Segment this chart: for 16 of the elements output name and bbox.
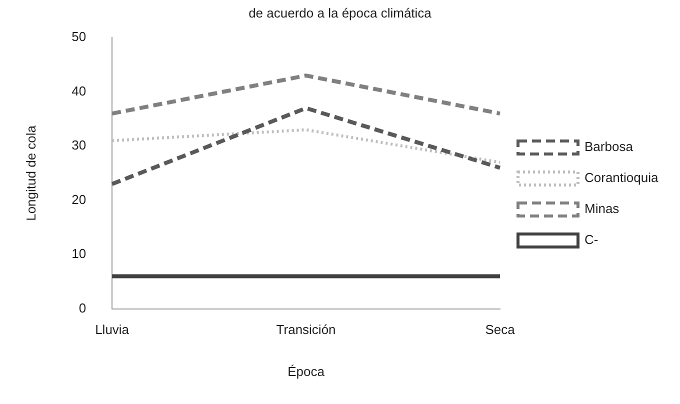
y-tick-label: 30 — [72, 138, 86, 153]
y-tick-label: 10 — [72, 246, 86, 262]
x-tick-label: Seca — [485, 322, 516, 338]
legend-label: Barbosa — [584, 139, 634, 154]
legend-label: C- — [584, 232, 598, 248]
y-tick-label: 0 — [78, 300, 86, 316]
x-tick-label: Transición — [276, 322, 336, 338]
y-tick-label: 20 — [72, 192, 86, 207]
y-axis-title: Longitud de cola — [23, 124, 38, 221]
y-tick-label: 40 — [72, 83, 86, 98]
legend-label: Minas — [584, 201, 620, 216]
chart-title: de acuerdo a la época climática — [248, 5, 432, 20]
legend-label: Corantioquia — [584, 170, 659, 186]
y-tick-label: 50 — [72, 29, 86, 44]
x-tick-label: Lluvia — [95, 322, 130, 338]
x-axis-title: Época — [288, 364, 326, 379]
